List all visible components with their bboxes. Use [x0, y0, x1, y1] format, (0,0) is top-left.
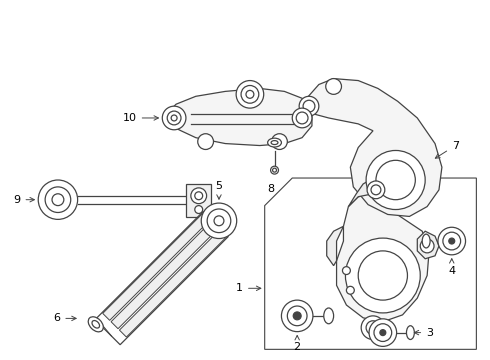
Circle shape [367, 181, 385, 199]
Text: 7: 7 [435, 140, 459, 158]
Circle shape [438, 227, 466, 255]
Circle shape [198, 134, 214, 149]
Circle shape [346, 286, 354, 294]
Circle shape [345, 238, 420, 313]
Circle shape [293, 312, 301, 320]
Polygon shape [327, 226, 343, 266]
Text: 5: 5 [216, 181, 222, 199]
Circle shape [162, 106, 186, 130]
Polygon shape [304, 78, 442, 216]
Circle shape [366, 150, 425, 210]
Circle shape [236, 81, 264, 108]
Text: 2: 2 [294, 336, 301, 352]
Polygon shape [120, 226, 231, 337]
Circle shape [369, 319, 396, 346]
Text: 1: 1 [236, 283, 261, 293]
Circle shape [420, 239, 434, 253]
Circle shape [38, 180, 77, 219]
Circle shape [299, 96, 319, 116]
Text: 6: 6 [53, 314, 76, 323]
Polygon shape [111, 217, 222, 329]
Circle shape [292, 108, 312, 128]
Text: 9: 9 [13, 195, 34, 205]
Polygon shape [348, 180, 388, 207]
Ellipse shape [268, 138, 281, 147]
Circle shape [343, 267, 350, 275]
Ellipse shape [88, 317, 103, 332]
Polygon shape [103, 209, 214, 320]
Polygon shape [166, 89, 312, 145]
Text: 8: 8 [267, 184, 274, 194]
Circle shape [270, 166, 278, 174]
Circle shape [326, 78, 342, 94]
Ellipse shape [422, 234, 430, 248]
Polygon shape [186, 184, 211, 217]
Circle shape [271, 134, 287, 149]
Polygon shape [417, 231, 439, 259]
Circle shape [281, 300, 313, 332]
Circle shape [380, 330, 386, 336]
Ellipse shape [407, 326, 415, 339]
Circle shape [195, 206, 203, 213]
Circle shape [201, 203, 237, 239]
Polygon shape [337, 194, 429, 322]
Text: 10: 10 [122, 113, 158, 123]
Text: 4: 4 [448, 259, 455, 276]
Ellipse shape [324, 308, 334, 324]
Text: 3: 3 [414, 328, 433, 338]
Circle shape [361, 316, 385, 339]
Circle shape [191, 188, 207, 204]
Circle shape [449, 238, 455, 244]
